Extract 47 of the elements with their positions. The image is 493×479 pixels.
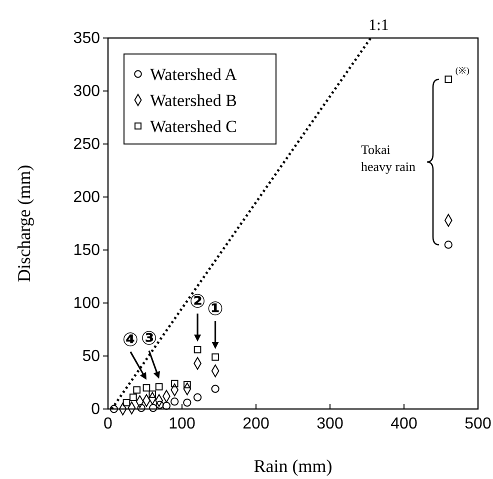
annotation: (※) [455,65,470,76]
point [137,404,146,412]
annotation: 1:1 [368,17,389,34]
x-tick-label: 400 [390,415,418,432]
annotation: Tokai heavy rain [361,142,416,174]
point [110,404,118,414]
annotation: ① [207,298,224,320]
x-axis-title: Rain (mm) [254,456,332,476]
y-tick-label: 300 [73,83,100,100]
point [170,398,179,406]
y-axis-title: Discharge (mm) [14,164,34,282]
y-tick-label: 100 [73,295,100,312]
point [156,400,164,409]
point [444,76,452,84]
y-tick-label: 0 [91,401,100,418]
annotation: ④ [122,328,139,351]
point [142,384,150,392]
annotation: ③ [141,328,158,350]
point [194,346,202,354]
point [212,353,219,361]
annotation: ② [189,290,206,313]
point [184,380,191,388]
point [148,390,156,398]
point [193,393,202,402]
point [444,240,452,249]
point [133,386,141,394]
x-tick-label: 0 [104,415,113,432]
point [211,384,220,393]
y-tick-label: 250 [73,136,100,154]
point [130,394,137,402]
legend-label: Watershed A [150,65,238,84]
point [155,383,163,390]
x-tick-label: 100 [168,415,196,432]
x-tick-label: 200 [242,415,270,432]
y-tick-label: 200 [73,189,100,206]
point [170,380,178,388]
point [183,398,192,407]
point [149,404,158,412]
x-tick-label: 500 [464,415,492,432]
x-tick-label: 300 [316,415,344,432]
legend-label: Watershed C [150,117,237,136]
y-tick-label: 150 [73,242,100,260]
point [122,398,130,406]
y-tick-label: 350 [73,30,100,48]
legend-label: Watershed B [150,91,237,110]
point [162,402,171,410]
y-tick-label: 50 [82,348,100,366]
